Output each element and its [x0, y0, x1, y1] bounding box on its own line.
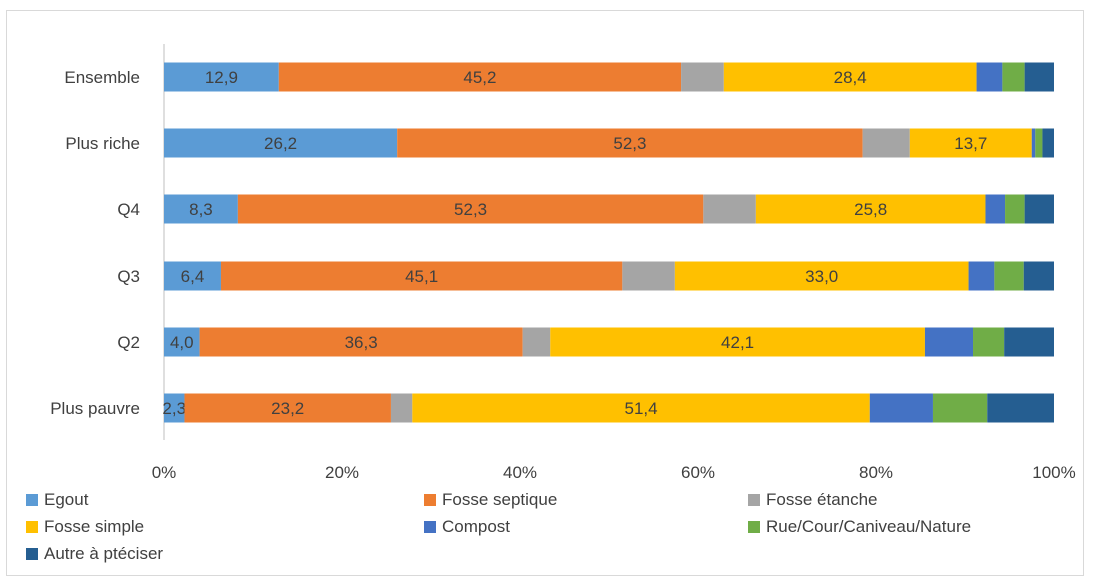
bar-segment — [199, 327, 523, 357]
legend-item: Autre à ptéciser — [26, 544, 163, 564]
legend-item: Fosse étanche — [748, 490, 878, 510]
data-label: 26,2 — [264, 134, 297, 153]
bar-segment — [703, 194, 756, 224]
bar-segment — [164, 62, 279, 92]
legend-swatch — [424, 494, 436, 506]
bar-segment — [968, 261, 995, 291]
bar-segment — [1023, 261, 1054, 291]
bar-segment — [237, 194, 704, 224]
bar-segment — [973, 327, 1005, 357]
bar-segment — [924, 327, 974, 357]
data-label: 8,3 — [189, 200, 213, 219]
legend-swatch — [26, 521, 38, 533]
legend-swatch — [748, 494, 760, 506]
bar-segment — [985, 194, 1006, 224]
chart-frame — [6, 10, 1084, 576]
category-label: Q2 — [117, 333, 140, 352]
x-tick-label: 20% — [325, 463, 359, 482]
bar-segment — [164, 194, 238, 224]
legend-label: Fosse simple — [44, 517, 145, 536]
data-label: 4,0 — [170, 333, 194, 352]
bar-segment — [674, 261, 969, 291]
category-label: Q3 — [117, 267, 140, 286]
bar-segment — [1024, 62, 1054, 92]
legend-label: Fosse étanche — [766, 490, 878, 509]
legend-swatch — [26, 548, 38, 560]
bar-segment — [987, 393, 1054, 423]
bar-segment — [1042, 128, 1054, 158]
x-tick-label: 60% — [681, 463, 715, 482]
legend-label: Egout — [44, 490, 89, 509]
bar-segment — [755, 194, 986, 224]
data-label: 25,8 — [854, 200, 887, 219]
legend-label: Fosse septique — [442, 490, 558, 509]
category-label: Plus pauvre — [50, 399, 140, 418]
data-label: 52,3 — [613, 134, 646, 153]
x-tick-label: 80% — [859, 463, 893, 482]
bar-segment — [869, 393, 933, 423]
legend-item: Rue/Cour/Caniveau/Nature — [748, 517, 971, 537]
bar-segment — [550, 327, 925, 357]
legend-item: Egout — [26, 490, 88, 510]
bar-segment — [522, 327, 551, 357]
category-label: Plus riche — [65, 134, 140, 153]
bar-segment — [220, 261, 623, 291]
legend-swatch — [748, 521, 760, 533]
data-label: 13,7 — [954, 134, 987, 153]
bar-segment — [1005, 194, 1025, 224]
bar-segment — [1004, 327, 1054, 357]
bar-segment — [164, 261, 221, 291]
data-label: 52,3 — [454, 200, 487, 219]
legend-swatch — [26, 494, 38, 506]
legend-label: Compost — [442, 517, 511, 536]
data-label: 45,1 — [405, 267, 438, 286]
x-tick-label: 0% — [152, 463, 177, 482]
bar-segment — [932, 393, 988, 423]
bar-segment — [390, 393, 413, 423]
bar-segment — [723, 62, 977, 92]
data-label: 36,3 — [345, 333, 378, 352]
bar-segment — [1031, 128, 1036, 158]
bar-segment — [164, 128, 398, 158]
bar-segment — [1024, 194, 1054, 224]
legend-item: Fosse simple — [26, 517, 144, 537]
bar-segment — [1002, 62, 1025, 92]
data-label: 42,1 — [721, 333, 754, 352]
bar-segment — [681, 62, 724, 92]
bar-segment — [164, 393, 185, 423]
bar-segment — [397, 128, 863, 158]
bar-segment — [278, 62, 682, 92]
bar-segment — [184, 393, 391, 423]
data-label: 2,3 — [162, 399, 186, 418]
x-tick-label: 100% — [1032, 463, 1075, 482]
bar-segment — [909, 128, 1032, 158]
data-label: 23,2 — [271, 399, 304, 418]
legend-item: Fosse septique — [424, 490, 557, 510]
bar-segment — [164, 327, 200, 357]
data-label: 28,4 — [834, 68, 867, 87]
bar-segment — [976, 62, 1003, 92]
data-label: 45,2 — [463, 68, 496, 87]
data-label: 51,4 — [624, 399, 657, 418]
legend-swatch — [424, 521, 436, 533]
bar-segment — [412, 393, 870, 423]
category-label: Ensemble — [64, 68, 140, 87]
bar-segment — [994, 261, 1024, 291]
category-label: Q4 — [117, 200, 140, 219]
legend-label: Rue/Cour/Caniveau/Nature — [766, 517, 972, 536]
data-label: 33,0 — [805, 267, 838, 286]
bar-segment — [862, 128, 910, 158]
data-label: 12,9 — [205, 68, 238, 87]
data-label: 6,4 — [181, 267, 205, 286]
x-tick-label: 40% — [503, 463, 537, 482]
bar-segment — [1035, 128, 1043, 158]
legend-item: Compost — [424, 517, 510, 537]
bar-segment — [622, 261, 675, 291]
legend-label: Autre à ptéciser — [44, 544, 164, 563]
